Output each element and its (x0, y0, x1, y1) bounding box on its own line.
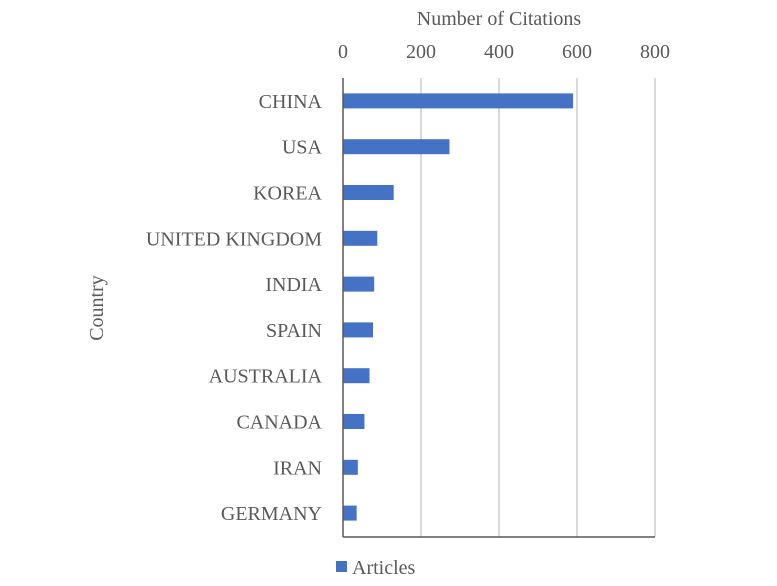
y-tick-label: INDIA (265, 274, 322, 296)
y-tick-label: USA (282, 137, 323, 159)
y-tick-label: IRAN (273, 457, 322, 479)
y-axis-title: Country (86, 275, 108, 341)
bar (343, 368, 370, 384)
y-tick-label: AUSTRALIA (209, 366, 323, 388)
bar (343, 505, 357, 521)
axes (342, 78, 655, 538)
bar (343, 139, 450, 155)
y-tick-labels: CHINA USA KOREA UNITED KINGDOM INDIA SPAIN AUS… (146, 91, 323, 525)
x-tick-label: 200 (406, 41, 436, 63)
y-tick-label: CANADA (236, 412, 322, 434)
x-tick-label: 400 (484, 41, 514, 63)
bar (343, 230, 378, 246)
bar (343, 322, 374, 338)
y-tick-label: KOREA (253, 183, 322, 205)
y-tick-label: SPAIN (266, 320, 322, 342)
bar (343, 93, 574, 109)
bars (343, 93, 574, 521)
bar (343, 276, 375, 292)
legend-swatch (336, 561, 347, 572)
bar (343, 185, 394, 200)
y-tick-label: CHINA (259, 91, 323, 113)
x-tick-label: 0 (338, 41, 348, 63)
legend: Articles (336, 557, 416, 579)
gridlines (420, 78, 656, 537)
y-tick-label: UNITED KINGDOM (146, 228, 322, 250)
x-tick-label: 600 (562, 41, 592, 63)
bar (343, 414, 365, 429)
x-tick-labels: 0 200 400 600 800 (338, 41, 670, 63)
x-tick-label: 800 (640, 41, 670, 63)
x-axis-title: Number of Citations (417, 8, 582, 30)
legend-label: Articles (352, 557, 416, 579)
y-tick-label: GERMANY (221, 503, 322, 525)
bar (343, 459, 358, 475)
